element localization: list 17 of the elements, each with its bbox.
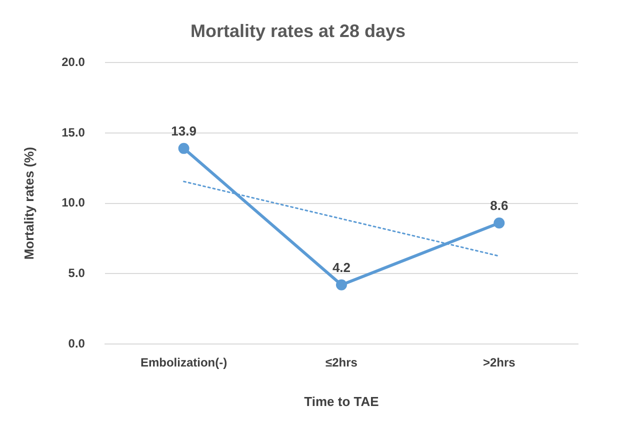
point [178, 142, 190, 154]
data-label: 13.9 [171, 124, 196, 139]
x-tick-label: ≤2hrs [326, 356, 358, 370]
data-label: 8.6 [490, 198, 508, 214]
y-tick-label: 0.0 [68, 336, 86, 350]
data-label: 4.2 [332, 260, 351, 275]
point [336, 279, 347, 290]
y-tick-label: 10.0 [62, 196, 86, 210]
x-tick-label: Embolization(-) [140, 356, 228, 370]
chart-title: Mortality rates at 28 days [190, 20, 406, 41]
y-tick-label: 5.0 [68, 266, 86, 280]
y-axis-title: Mortality rates (%) [21, 146, 36, 260]
x-tick-label: >2hrs [482, 356, 516, 370]
y-tick-label: 20.0 [62, 54, 86, 69]
x-axis-title: Time to TAE [304, 394, 380, 409]
point [494, 218, 505, 228]
y-tick-label: 15.0 [62, 125, 86, 140]
